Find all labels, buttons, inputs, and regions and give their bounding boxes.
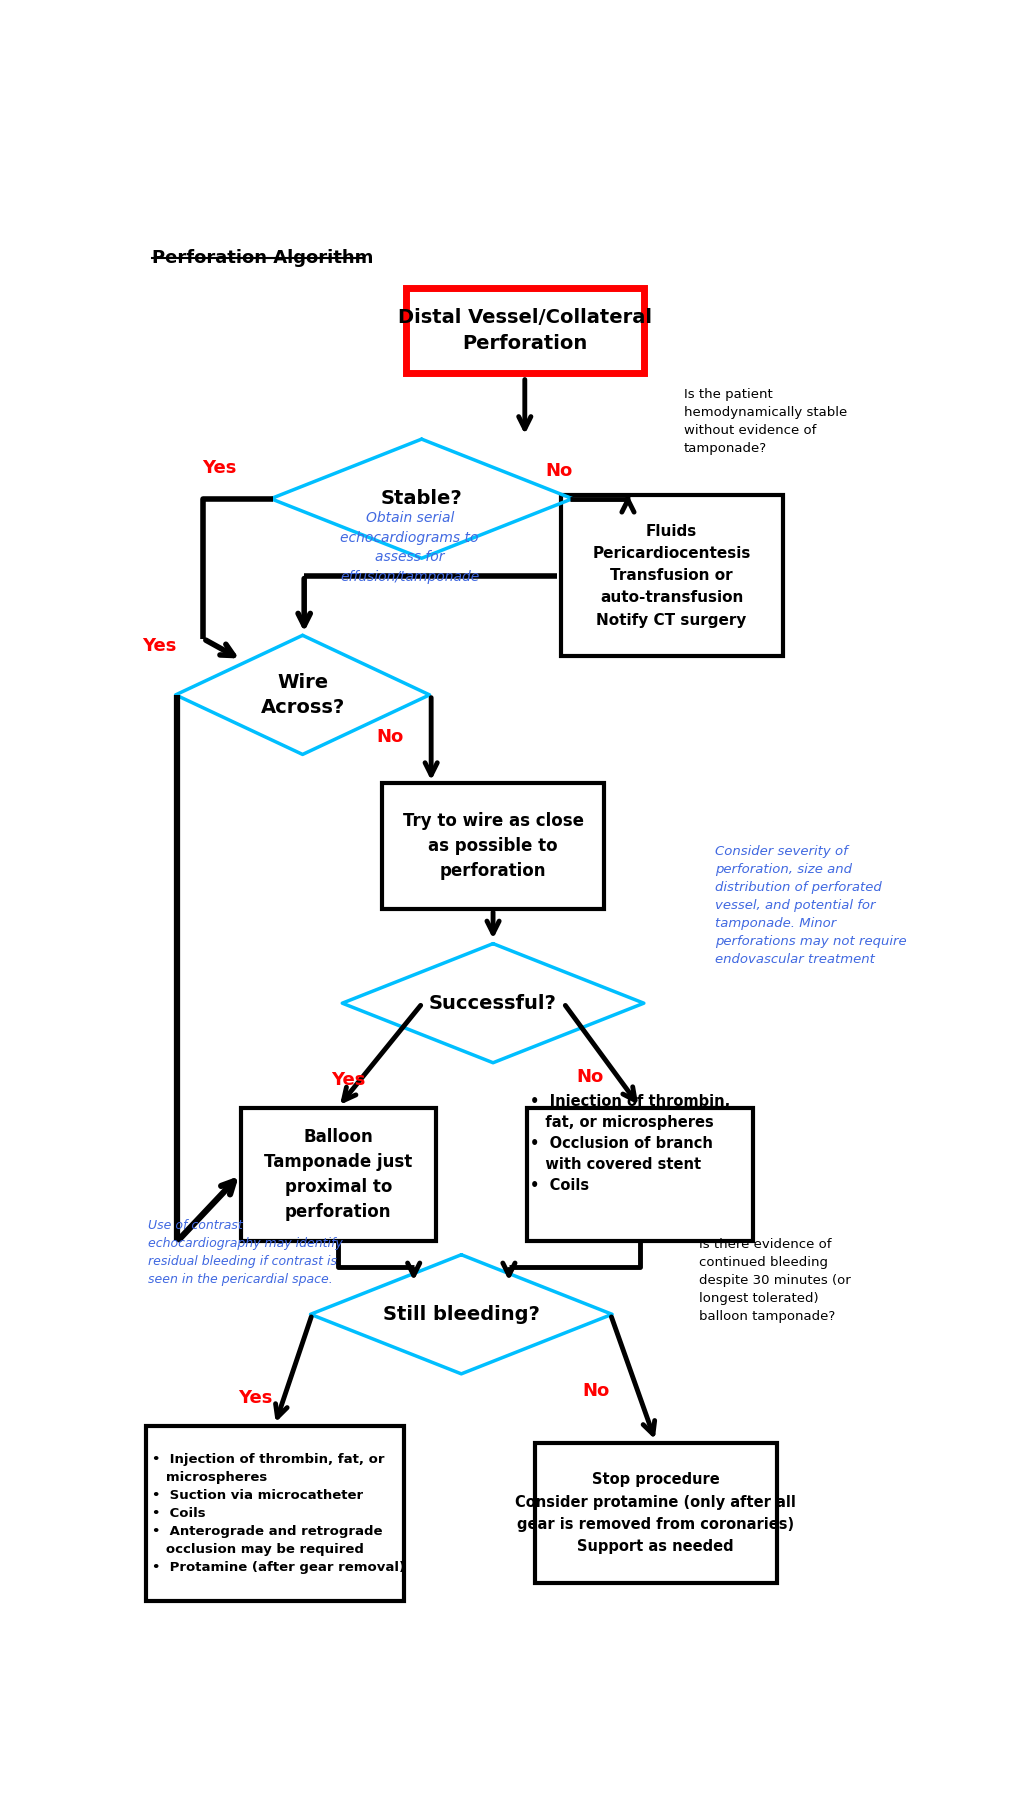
Text: No: No bbox=[577, 1068, 603, 1087]
Text: Wire
Across?: Wire Across? bbox=[260, 673, 345, 717]
FancyBboxPatch shape bbox=[406, 289, 644, 373]
Text: Yes: Yes bbox=[202, 459, 237, 477]
FancyBboxPatch shape bbox=[526, 1108, 753, 1241]
Text: Obtain serial
echocardiograms to
assess for
effusion/tamponade: Obtain serial echocardiograms to assess … bbox=[340, 511, 479, 584]
FancyBboxPatch shape bbox=[560, 495, 782, 657]
Text: Stable?: Stable? bbox=[381, 490, 463, 508]
Text: No: No bbox=[583, 1383, 610, 1400]
FancyBboxPatch shape bbox=[382, 783, 604, 910]
FancyBboxPatch shape bbox=[241, 1108, 435, 1241]
Text: Balloon
Tamponade just
proximal to
perforation: Balloon Tamponade just proximal to perfo… bbox=[264, 1128, 413, 1221]
Text: Stop procedure
Consider protamine (only after all
gear is removed from coronarie: Stop procedure Consider protamine (only … bbox=[515, 1472, 797, 1554]
FancyBboxPatch shape bbox=[535, 1443, 777, 1583]
Text: Successful?: Successful? bbox=[429, 994, 557, 1012]
Text: Is there evidence of
continued bleeding
despite 30 minutes (or
longest tolerated: Is there evidence of continued bleeding … bbox=[699, 1238, 851, 1323]
Text: Consider severity of
perforation, size and
distribution of perforated
vessel, an: Consider severity of perforation, size a… bbox=[715, 844, 907, 966]
Text: Still bleeding?: Still bleeding? bbox=[383, 1305, 540, 1323]
Text: Use of contrast
echocardiography may identify
residual bleeding if contrast is
s: Use of contrast echocardiography may ide… bbox=[147, 1219, 343, 1287]
Text: Yes: Yes bbox=[238, 1389, 272, 1407]
Text: Distal Vessel/Collateral
Perforation: Distal Vessel/Collateral Perforation bbox=[397, 308, 652, 353]
Text: Try to wire as close
as possible to
perforation: Try to wire as close as possible to perf… bbox=[402, 812, 584, 881]
Text: Yes: Yes bbox=[142, 637, 177, 655]
Text: Fluids
Pericardiocentesis
Transfusion or
auto-transfusion
Notify CT surgery: Fluids Pericardiocentesis Transfusion or… bbox=[593, 524, 751, 628]
Text: No: No bbox=[376, 728, 403, 746]
Text: Yes: Yes bbox=[332, 1072, 366, 1088]
FancyBboxPatch shape bbox=[145, 1425, 403, 1602]
Text: No: No bbox=[546, 462, 572, 480]
Text: •  Injection of thrombin, fat, or
   microspheres
•  Suction via microcatheter
•: • Injection of thrombin, fat, or microsp… bbox=[152, 1452, 404, 1574]
Text: •  Injection of thrombin,
   fat, or microspheres
•  Occlusion of branch
   with: • Injection of thrombin, fat, or microsp… bbox=[530, 1094, 730, 1192]
Text: Is the patient
hemodynamically stable
without evidence of
tamponade?: Is the patient hemodynamically stable wi… bbox=[684, 388, 847, 455]
Text: Perforation Algorithm: Perforation Algorithm bbox=[152, 249, 373, 268]
